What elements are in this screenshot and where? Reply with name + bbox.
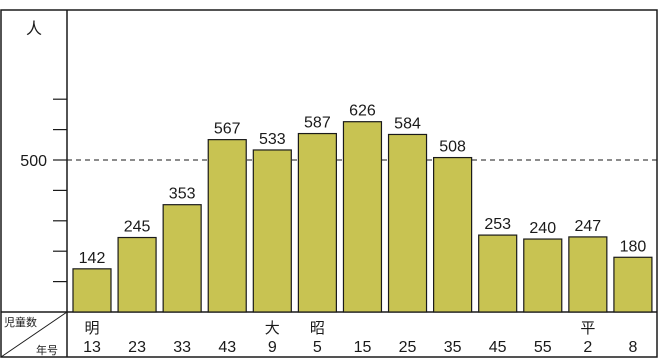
bar-value-label: 247	[574, 218, 601, 235]
x-tick-label: 2	[583, 339, 592, 356]
bar	[478, 234, 518, 313]
bar-value-label: 587	[304, 115, 331, 132]
x-tick-label: 45	[489, 339, 507, 356]
row-header-divider	[0, 311, 68, 358]
bar	[342, 121, 383, 313]
row-header-bottom: 年号	[36, 343, 58, 357]
x-tick-label: 8	[628, 339, 637, 356]
bar	[613, 256, 653, 313]
x-tick-label: 43	[218, 339, 236, 356]
y-ticks: 500	[20, 98, 67, 283]
x-tick-label: 9	[268, 339, 277, 356]
era-label: 大	[265, 320, 280, 337]
x-tick-label: 15	[354, 339, 372, 356]
bar-value-label: 533	[259, 131, 286, 148]
x-tick-label: 5	[313, 339, 322, 356]
x-labels-group: 明 13 23 33 43 大 9 昭 5 15 25 35 45 55 平 2 8	[83, 320, 637, 356]
bar	[207, 139, 247, 313]
x-tick-label: 25	[399, 339, 417, 356]
x-tick-label: 35	[444, 339, 462, 356]
bar-value-label: 567	[214, 121, 241, 138]
bar-value-label: 353	[169, 186, 196, 203]
x-tick-label: 13	[83, 339, 101, 356]
bar-value-label: 240	[529, 220, 556, 237]
x-tick-label: 23	[128, 339, 146, 356]
bar	[297, 132, 337, 313]
bar	[568, 236, 608, 313]
bar-value-label: 180	[620, 238, 647, 255]
era-label: 明	[84, 320, 99, 337]
bar	[117, 236, 157, 313]
x-tick-label: 55	[534, 339, 552, 356]
bar	[523, 238, 563, 313]
bar	[72, 268, 112, 313]
bar-value-label: 584	[394, 115, 421, 132]
era-label: 平	[580, 320, 595, 337]
bars-group: 142 245 353 567 533 587 626 584 508 253 240 247 180	[72, 103, 653, 313]
bar-value-label: 245	[124, 219, 151, 236]
y-tick-label: 500	[20, 153, 47, 170]
x-tick-label: 33	[173, 339, 191, 356]
bar	[162, 204, 202, 313]
bar-value-label: 253	[484, 216, 511, 233]
row-header-top: 児童数	[4, 315, 37, 329]
era-label: 昭	[310, 320, 325, 337]
bar-value-label: 508	[439, 139, 466, 156]
bar	[433, 156, 473, 313]
bar	[387, 133, 428, 313]
y-unit-label: 人	[26, 20, 42, 38]
bar-value-label: 626	[349, 103, 376, 120]
bar	[252, 149, 292, 313]
chart-frame	[0, 9, 658, 358]
bar-value-label: 142	[79, 250, 106, 267]
